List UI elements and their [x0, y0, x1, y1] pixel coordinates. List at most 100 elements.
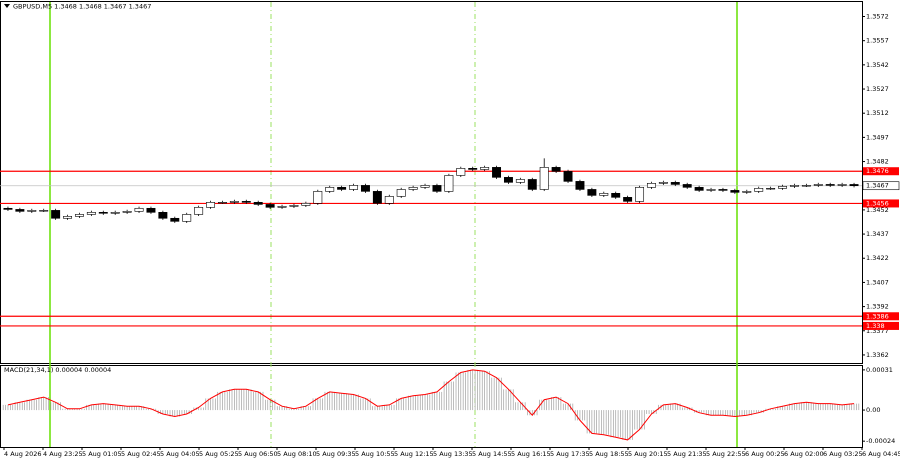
candle-body — [158, 212, 168, 219]
candle-body — [468, 168, 478, 170]
y-tick-label: 1.3527 — [866, 85, 889, 93]
x-tick-label: 6 Aug 02:00 — [784, 450, 824, 458]
candle-body — [778, 186, 788, 189]
y-tick-label: 1.3572 — [866, 13, 889, 21]
candle-body — [265, 204, 275, 208]
y-tick-label: 1.3452 — [866, 206, 889, 214]
x-tick-label: 5 Aug 17:35 — [550, 450, 590, 458]
x-tick-label: 5 Aug 16:15 — [511, 450, 551, 458]
y-tick-label: 1.3392 — [866, 303, 889, 311]
y-tick-label: 1.3362 — [866, 351, 889, 359]
candle-body — [503, 177, 513, 183]
x-tick-label: 4 Aug 2026 — [4, 450, 42, 458]
candle-body — [3, 207, 13, 210]
candle-body — [86, 212, 96, 215]
x-tick-label: 6 Aug 03:25 — [823, 450, 863, 458]
candle-body — [194, 207, 204, 215]
level-label: 1.3476 — [866, 167, 889, 175]
candle-body — [313, 191, 323, 204]
candle-body — [349, 185, 359, 190]
candle-body — [98, 212, 108, 214]
candle-body — [301, 202, 311, 206]
candle-body — [563, 171, 573, 182]
x-tick-label: 5 Aug 02:45 — [121, 450, 161, 458]
candle-body — [539, 167, 549, 190]
candle-body — [742, 191, 752, 193]
candle-body — [670, 182, 680, 185]
x-tick-label: 5 Aug 20:15 — [628, 450, 668, 458]
y-tick-label: 0.00 — [866, 406, 880, 414]
candle-body — [730, 190, 740, 193]
candle-body — [206, 202, 216, 208]
level-box — [863, 199, 899, 208]
x-tick-label: 5 Aug 14:55 — [472, 450, 512, 458]
candle-body — [420, 185, 430, 188]
level-box — [863, 321, 899, 330]
level-box — [863, 167, 899, 176]
candle-body — [182, 214, 192, 222]
candle-body — [813, 184, 823, 186]
y-tick-label: 1.3407 — [866, 278, 889, 286]
x-tick-label: 5 Aug 13:35 — [433, 450, 473, 458]
macd-title: MACD(21,34,1) 0.00004 0.00004 — [4, 366, 111, 374]
x-tick-label: 5 Aug 18:55 — [589, 450, 629, 458]
y-tick-label: 1.3497 — [866, 133, 889, 141]
candle-body — [527, 179, 537, 190]
y-tick-label: 1.3482 — [866, 158, 889, 166]
candle-body — [51, 210, 61, 219]
x-tick-label: 5 Aug 05:25 — [199, 450, 239, 458]
candle-body — [110, 212, 120, 214]
candle-body — [229, 201, 239, 203]
candle-body — [515, 179, 525, 183]
chart-title: GBPUSD,M5 1.3468 1.3468 1.3467 1.3467 — [13, 3, 151, 11]
candle-body — [492, 167, 502, 178]
candle-body — [623, 197, 633, 202]
y-tick-label: 1.3422 — [866, 254, 889, 262]
candle-body — [789, 185, 799, 187]
candle-body — [646, 183, 656, 188]
y-tick-label: 0.00031 — [866, 366, 893, 374]
candle-body — [837, 184, 847, 186]
x-tick-label: 5 Aug 12:15 — [394, 450, 434, 458]
candle-body — [706, 189, 716, 191]
x-tick-label: 6 Aug 00:25 — [745, 450, 785, 458]
level-label: 1.3386 — [866, 312, 889, 320]
x-tick-label: 5 Aug 21:35 — [667, 450, 707, 458]
x-tick-label: 5 Aug 10:55 — [355, 450, 395, 458]
level-label: 1.338 — [866, 322, 885, 330]
candle-body — [766, 188, 776, 190]
x-tick-label: 5 Aug 06:50 — [238, 450, 278, 458]
candle-body — [134, 207, 144, 212]
x-tick-label: 5 Aug 01:05 — [82, 450, 122, 458]
candle-body — [384, 196, 394, 204]
candle-body — [360, 185, 370, 192]
candle-body — [456, 168, 466, 176]
candle-body — [170, 217, 180, 222]
level-box — [863, 312, 899, 321]
current-price-box — [862, 181, 900, 191]
candle-body — [122, 211, 132, 213]
candle-body — [241, 201, 251, 203]
current-price-label: 1.3467 — [866, 182, 889, 190]
candle-body — [74, 214, 84, 217]
candle-body — [611, 192, 621, 198]
candle-body — [217, 202, 227, 204]
y-tick-label: 1.3542 — [866, 61, 889, 69]
candle-body — [849, 184, 859, 187]
candle-body — [337, 187, 347, 190]
candle-body — [325, 187, 335, 192]
menu-icon — [4, 4, 10, 8]
candle-body — [289, 205, 299, 207]
candle-body — [444, 175, 454, 192]
y-tick-label: 1.3437 — [866, 230, 889, 238]
candle-body — [551, 167, 561, 172]
candle-body — [825, 184, 835, 186]
x-tick-label: 5 Aug 08:10 — [277, 450, 317, 458]
candle-body — [39, 210, 49, 212]
candle-body — [754, 188, 764, 192]
price-pane — [0, 1, 863, 364]
macd-pane — [0, 365, 863, 448]
candle-body — [801, 185, 811, 187]
